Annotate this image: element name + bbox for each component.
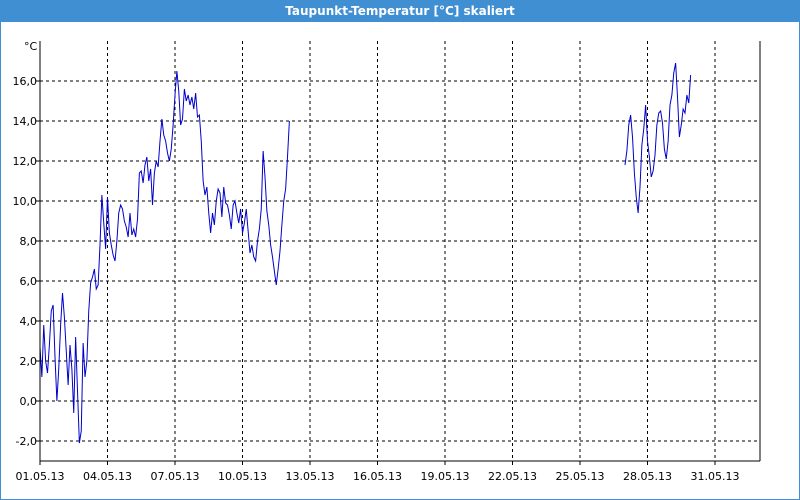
- y-tick-label: 4,0: [20, 315, 38, 328]
- x-tick-label: 10.05.13: [218, 470, 267, 483]
- y-axis-label: °C: [24, 40, 38, 53]
- x-tick-label: 25.05.13: [556, 470, 605, 483]
- x-tick-label: 07.05.13: [151, 470, 200, 483]
- y-tick-label: 14,0: [13, 115, 38, 128]
- y-tick-label: 8,0: [20, 235, 38, 248]
- x-tick-labels: 01.05.13 04.05.13 07.05.13 10.05.13 13.05.13…: [16, 470, 740, 483]
- x-tick-label: 28.05.13: [623, 470, 672, 483]
- x-tick-label: 19.05.13: [421, 470, 470, 483]
- y-tick-label: -2,0: [16, 435, 37, 448]
- y-tick-labels: -2,0 0,0 2,0 4,0 6,0 8,0 10,0 12,0 14,0 16,0: [13, 75, 38, 448]
- y-tick-label: 6,0: [20, 275, 38, 288]
- y-tick-label: 12,0: [13, 155, 38, 168]
- x-tick-label: 16.05.13: [353, 470, 402, 483]
- plot-area: [40, 41, 760, 461]
- x-tick-label: 22.05.13: [488, 470, 537, 483]
- window-title: Taupunkt-Temperatur [°C] skaliert: [1, 1, 799, 22]
- x-tick-label: 13.05.13: [286, 470, 335, 483]
- data-line-layer: [39, 62, 692, 444]
- y-tick-label: 16,0: [13, 75, 38, 88]
- grid: [36, 41, 760, 465]
- y-tick-label: 0,0: [20, 395, 38, 408]
- y-tick-label: 2,0: [20, 355, 38, 368]
- x-tick-label: 01.05.13: [16, 470, 65, 483]
- x-tick-label: 04.05.13: [83, 470, 132, 483]
- x-tick-label: 31.05.13: [691, 470, 740, 483]
- series-line-segment: [624, 62, 692, 214]
- y-tick-label: 10,0: [13, 195, 38, 208]
- series-line-segment: [39, 70, 290, 444]
